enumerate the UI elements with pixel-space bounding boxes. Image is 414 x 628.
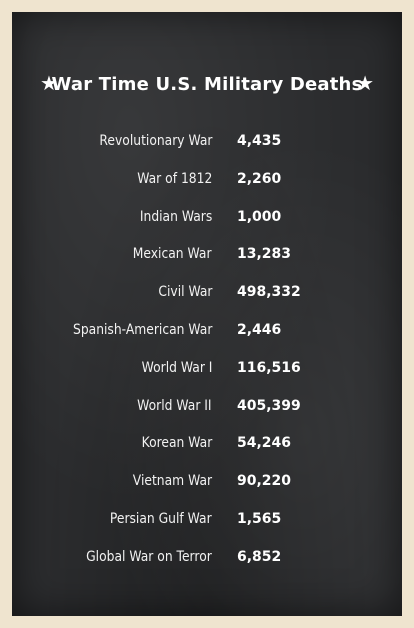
war-name: Global War on Terror — [86, 548, 212, 565]
deaths-table: Revolutionary War 4,435 War of 1812 2,26… — [12, 126, 402, 580]
death-count: 498,332 — [237, 284, 301, 301]
title-bar: ★ War Time U.S. Military Deaths ★ — [12, 70, 402, 98]
war-name: Civil War — [157, 284, 212, 301]
war-name: Mexican War — [133, 246, 212, 263]
chalkboard-panel: ★ War Time U.S. Military Deaths ★ Revolu… — [12, 12, 402, 616]
death-count: 405,399 — [237, 397, 301, 414]
war-name: World War II — [137, 397, 212, 414]
star-icon: ★ — [356, 71, 374, 95]
table-row: World War I 116,516 — [12, 353, 402, 391]
war-name: Indian Wars — [139, 208, 212, 225]
page-title: War Time U.S. Military Deaths — [51, 73, 363, 95]
table-row: Revolutionary War 4,435 — [12, 126, 402, 164]
war-name: Revolutionary War — [98, 133, 212, 149]
death-count: 54,246 — [237, 435, 292, 452]
table-row: Global War on Terror 6,852 — [12, 542, 402, 580]
war-name: Korean War — [141, 435, 212, 452]
war-name: Persian Gulf War — [110, 510, 212, 527]
table-row: World War II 405,399 — [12, 391, 402, 429]
table-row: War of 1812 2,260 — [12, 164, 402, 202]
star-icon: ★ — [40, 71, 58, 95]
war-name: War of 1812 — [136, 170, 212, 187]
death-count: 6,852 — [237, 548, 282, 565]
death-count: 1,000 — [237, 208, 282, 225]
death-count: 2,260 — [237, 170, 282, 187]
table-row: Indian Wars 1,000 — [12, 202, 402, 240]
table-row: Persian Gulf War 1,565 — [12, 504, 402, 542]
table-row: Vietnam War 90,220 — [12, 466, 402, 504]
death-count: 2,446 — [237, 321, 282, 338]
death-count: 1,565 — [237, 510, 282, 527]
war-name: Spanish-American War — [72, 321, 212, 338]
death-count: 90,220 — [237, 473, 292, 490]
war-name: World War I — [141, 359, 212, 376]
table-row: Mexican War 13,283 — [12, 239, 402, 277]
table-row: Korean War 54,246 — [12, 428, 402, 466]
death-count: 4,435 — [237, 133, 282, 149]
table-row: Civil War 498,332 — [12, 277, 402, 315]
death-count: 116,516 — [237, 359, 301, 376]
table-row: Spanish-American War 2,446 — [12, 315, 402, 353]
death-count: 13,283 — [237, 246, 292, 263]
war-name: Vietnam War — [132, 473, 212, 490]
